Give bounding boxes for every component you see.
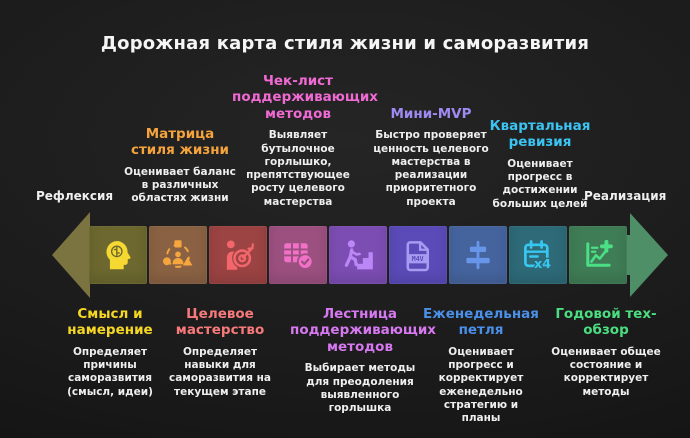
stage-block xyxy=(569,226,627,284)
stage-annotation: Смысл и намерение Определяет причины само… xyxy=(51,306,169,399)
stage-title: Смысл и намерение xyxy=(67,306,153,339)
stage-title: Мини-MVP xyxy=(390,106,472,122)
stage-block: x4 xyxy=(509,226,567,284)
svg-text:x4: x4 xyxy=(534,257,551,272)
stage-title: Матрица стиля жизни xyxy=(130,126,230,159)
stage-title: Квартальная ревизия xyxy=(489,118,591,151)
stage-title: Целевое мастерство xyxy=(175,306,265,339)
table-check-icon xyxy=(284,243,314,270)
stage-block xyxy=(149,226,207,284)
stage-block xyxy=(209,226,267,284)
right-flow-label: Реализация xyxy=(584,189,667,203)
stage-title: Годовой тех- обзор xyxy=(555,306,657,339)
stage-title: Еженедельная петля xyxy=(423,306,539,339)
stage-description: Выбирает методы для преодоления выявленн… xyxy=(304,362,416,415)
stage-description: Быстро проверяет ценность целевого масте… xyxy=(373,129,489,208)
stage-block xyxy=(269,226,327,284)
align-center-icon xyxy=(466,240,490,270)
person-target-icon xyxy=(226,240,254,270)
head-brain-icon xyxy=(106,241,131,270)
stage-annotation: Мини-MVP Быстро проверяет ценность целево… xyxy=(356,106,506,209)
left-flow-label: Рефлексия xyxy=(36,189,114,203)
stage-annotation: Лестница поддерживающих методов Выбирает … xyxy=(290,306,436,415)
page-title: Дорожная карта стиля жизни и саморазвити… xyxy=(100,33,590,54)
stage-annotation: Матрица стиля жизни Оценивает баланс в ра… xyxy=(113,126,247,206)
right-arrow xyxy=(630,213,668,297)
stage-title: Чек-лист поддерживающих методов xyxy=(232,73,378,122)
stage-description: Определяет навыки для саморазвития на те… xyxy=(169,345,271,398)
stage-block xyxy=(329,226,387,284)
person-stairs-icon xyxy=(344,240,373,270)
stage-description: Определяет причины саморазвития (смысл, … xyxy=(67,345,153,398)
svg-text:M4V: M4V xyxy=(412,255,424,263)
stage-block xyxy=(449,226,507,284)
shapes-person-icon xyxy=(163,240,193,268)
stage-description: Оценивает общее состояние и корректирует… xyxy=(551,345,661,398)
stage-annotation: Квартальная ревизия Оценивает прогресс в … xyxy=(473,118,607,211)
stage-block xyxy=(89,226,147,284)
stage-description: Оценивает прогресс и корректирует еженед… xyxy=(438,345,524,425)
stage-block: M4V xyxy=(389,226,447,284)
stage-title: Лестница поддерживающих методов xyxy=(290,306,436,355)
stage-description: Оценивает баланс в различных областях жи… xyxy=(124,165,236,205)
m4v-file-icon: M4V xyxy=(406,241,430,272)
calendar-x4-icon: x4 xyxy=(524,240,552,273)
stage-annotation: Чек-лист поддерживающих методов Выявляет … xyxy=(232,73,378,209)
stage-annotation: Еженедельная петля Оценивает прогресс и к… xyxy=(422,306,540,425)
stage-annotation: Целевое мастерство Определяет навыки для … xyxy=(152,306,288,399)
stage-description: Оценивает прогресс в достижении больших … xyxy=(492,157,588,210)
stage-annotation: Годовой тех- обзор Оценивает общее состоя… xyxy=(538,306,674,399)
left-arrow xyxy=(52,212,90,298)
right-arrow-shaft xyxy=(622,235,632,275)
stage-description: Выявляет бутылочное горлышко, препятству… xyxy=(246,129,350,208)
chart-plus-icon xyxy=(586,239,613,267)
